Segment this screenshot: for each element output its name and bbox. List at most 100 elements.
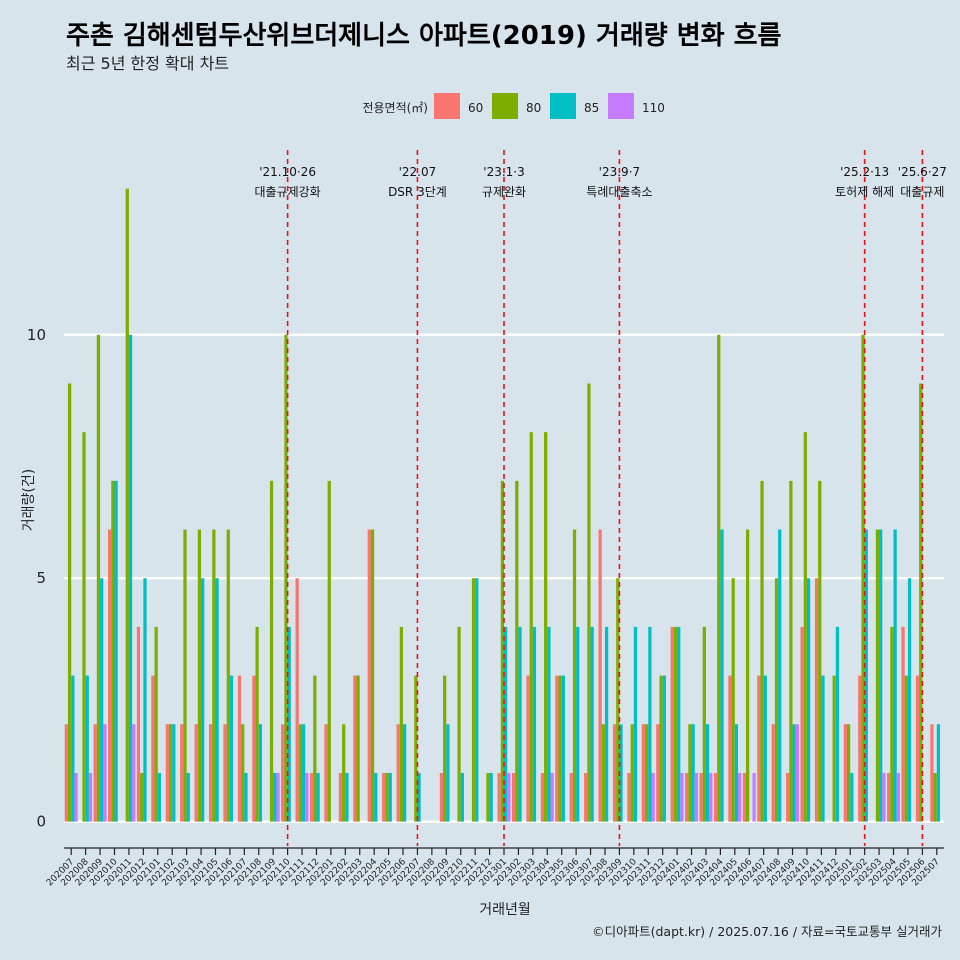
bar-85-202012: [143, 578, 147, 822]
bar-110-202304: [550, 772, 554, 822]
bar-80-202007: [67, 383, 72, 822]
event-text-label: 대출규제강화: [254, 185, 320, 199]
bar-85-202103: [186, 772, 190, 822]
bar-80-202501: [846, 724, 851, 822]
bar-85-202308: [604, 626, 609, 822]
bar-80-202105: [212, 529, 216, 822]
legend-label-85: 85: [584, 101, 599, 115]
bar-85-202209: [446, 724, 450, 822]
bar-110-202109: [276, 772, 280, 822]
bar-110-202503: [882, 772, 886, 822]
bar-60-202111: [295, 578, 299, 822]
bar-85-202310: [633, 626, 638, 822]
bar-60-202203: [353, 675, 357, 822]
bar-60-202007: [64, 724, 68, 822]
bar-80-202202: [342, 724, 346, 822]
bar-80-202402: [688, 724, 692, 822]
bar-60-202306: [569, 772, 573, 822]
bar-80-202308: [601, 724, 605, 822]
bar-85-202311: [648, 626, 652, 822]
bar-80-202306: [572, 529, 577, 822]
bar-80-202305: [558, 675, 562, 822]
bar-80-202311: [645, 724, 649, 822]
bar-60-202411: [814, 578, 819, 822]
bar-85-202412: [835, 626, 840, 822]
bar-60-202101: [151, 675, 155, 822]
bar-60-202506: [915, 675, 920, 822]
bar-80-202210: [457, 626, 461, 822]
bar-80-202301: [500, 480, 504, 822]
bar-85-202408: [778, 529, 782, 822]
bar-80-202502: [861, 334, 865, 822]
bar-60-202504: [887, 772, 891, 822]
bar-80-202206: [399, 626, 404, 822]
bar-85-202101: [157, 772, 162, 822]
y-tick-label: 10: [27, 326, 46, 344]
bar-85-202404: [720, 529, 724, 822]
bar-80-202209: [443, 675, 447, 822]
bar-60-202302: [511, 772, 516, 822]
y-tick-label: 0: [36, 813, 46, 831]
bar-80-202310: [630, 724, 634, 822]
legend-label-110: 110: [642, 101, 665, 115]
event-text-label: 규제완화: [482, 185, 526, 199]
bar-60-202103: [180, 724, 184, 822]
bar-80-202504: [890, 626, 894, 822]
legend-swatch-80: [492, 93, 518, 119]
bar-80-202507: [933, 772, 937, 822]
bar-80-202405: [731, 578, 735, 822]
bar-85-202405: [734, 724, 739, 822]
bar-60-202403: [699, 772, 703, 822]
bar-80-202412: [832, 675, 836, 822]
bar-110-202405: [738, 772, 742, 822]
bars: [64, 188, 941, 822]
bar-60-202404: [713, 772, 718, 822]
bar-60-202401: [670, 626, 674, 822]
bar-60-202312: [656, 724, 660, 822]
caption: ©디아파트(dapt.kr) / 2025.07.16 / 자료=국토교통부 실…: [592, 924, 942, 939]
bar-80-202407: [760, 480, 764, 822]
bar-85-202305: [561, 675, 565, 822]
bar-85-202008: [85, 675, 89, 822]
bar-85-202402: [691, 724, 695, 822]
bar-85-202302: [518, 626, 522, 822]
bar-80-202012: [140, 772, 144, 822]
bar-85-202202: [345, 772, 349, 822]
x-axis: 2020072020082020092020102020112020122021…: [45, 847, 944, 888]
bar-60-202303: [526, 675, 530, 822]
bar-80-202312: [659, 675, 663, 822]
bar-80-202211: [471, 578, 476, 822]
bar-85-202104: [201, 578, 205, 822]
bar-85-202312: [662, 675, 666, 822]
bar-80-202107: [241, 724, 245, 822]
bar-85-202306: [576, 626, 580, 822]
bar-60-202201: [324, 724, 328, 822]
bar-60-202311: [641, 724, 646, 822]
bar-110-202504: [896, 772, 900, 822]
bar-85-202411: [821, 675, 825, 822]
y-axis-label: 거래량(건): [21, 469, 37, 531]
bar-110-202111: [305, 772, 309, 822]
bar-80-202303: [529, 432, 533, 822]
event-text-label: 토허제 해제: [835, 185, 894, 199]
bar-80-202309: [616, 578, 620, 822]
bar-85-202505: [907, 578, 912, 822]
bar-60-202102: [165, 724, 169, 822]
bar-60-202305: [555, 675, 559, 822]
bar-110-202311: [651, 772, 655, 822]
bar-80-202204: [370, 529, 375, 822]
bar-60-202402: [685, 772, 689, 822]
bar-110-202402: [694, 772, 699, 822]
bar-85-202206: [403, 724, 407, 822]
bar-80-202011: [125, 188, 129, 822]
bar-85-202212: [489, 772, 493, 822]
bar-60-202408: [771, 724, 775, 822]
bar-80-202102: [168, 724, 173, 822]
bar-85-202501: [850, 772, 854, 822]
bar-80-202111: [298, 724, 303, 822]
bar-60-202202: [338, 772, 343, 822]
bar-60-202206: [396, 724, 400, 822]
bar-110-202401: [680, 772, 684, 822]
bar-60-202204: [367, 529, 371, 822]
